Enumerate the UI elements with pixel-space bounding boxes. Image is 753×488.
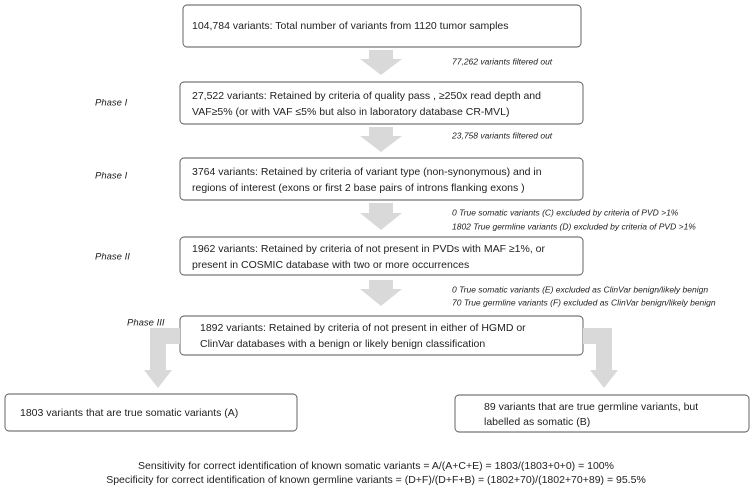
node-text: 1803 variants that are true somatic vari… bbox=[20, 407, 238, 419]
phase-label: Phase II bbox=[95, 252, 130, 263]
node-text: 89 variants that are true germline varia… bbox=[484, 401, 698, 413]
down-arrow bbox=[360, 50, 402, 75]
footer-text: Specificity for correct identification o… bbox=[106, 474, 646, 486]
bent-arrow bbox=[150, 328, 180, 372]
arrow-head bbox=[144, 370, 172, 388]
node-text: 1962 variants: Retained by criteria of n… bbox=[192, 243, 546, 255]
filter-note: 23,758 variants filtered out bbox=[451, 130, 553, 140]
filter-note: 1802 True germline variants (D) excluded… bbox=[452, 221, 696, 231]
node-text: 104,784 variants: Total number of varian… bbox=[192, 20, 509, 32]
phase-label: Phase I bbox=[95, 171, 128, 182]
node-box bbox=[179, 81, 584, 125]
phase-label: Phase III bbox=[127, 318, 165, 329]
node-box bbox=[4, 393, 298, 432]
node-text: 27,522 variants: Retained by criteria of… bbox=[192, 90, 541, 102]
node-box bbox=[179, 236, 584, 276]
footer-text: Sensitivity for correct identification o… bbox=[138, 460, 614, 472]
down-arrow bbox=[360, 127, 402, 152]
bent-arrow bbox=[583, 328, 612, 372]
node-text: regions of interest (exons or first 2 ba… bbox=[192, 182, 525, 194]
filter-note: 77,262 variants filtered out bbox=[452, 56, 553, 66]
node-text: ClinVar databases with a benign or likel… bbox=[200, 338, 485, 350]
filter-note: 70 True germline variants (F) excluded a… bbox=[452, 297, 716, 307]
node-box bbox=[179, 157, 584, 201]
node-text: 3764 variants: Retained by criteria of v… bbox=[192, 166, 542, 178]
filter-note: 0 True somatic variants (E) excluded as … bbox=[452, 284, 708, 294]
node-box bbox=[182, 4, 582, 48]
arrow-head bbox=[590, 370, 618, 388]
down-arrow bbox=[360, 203, 402, 230]
node-box bbox=[454, 394, 750, 433]
node-text: labelled as somatic (B) bbox=[484, 416, 590, 428]
phase-label: Phase I bbox=[95, 98, 128, 109]
node-text: present in COSMIC database with two or m… bbox=[192, 259, 469, 271]
filter-note: 0 True somatic variants (C) excluded by … bbox=[452, 207, 679, 217]
down-arrow bbox=[360, 280, 402, 306]
node-text: 1892 variants: Retained by criteria of n… bbox=[200, 322, 526, 334]
node-text: VAF≥5% (or with VAF ≤5% but also in labo… bbox=[192, 106, 510, 118]
